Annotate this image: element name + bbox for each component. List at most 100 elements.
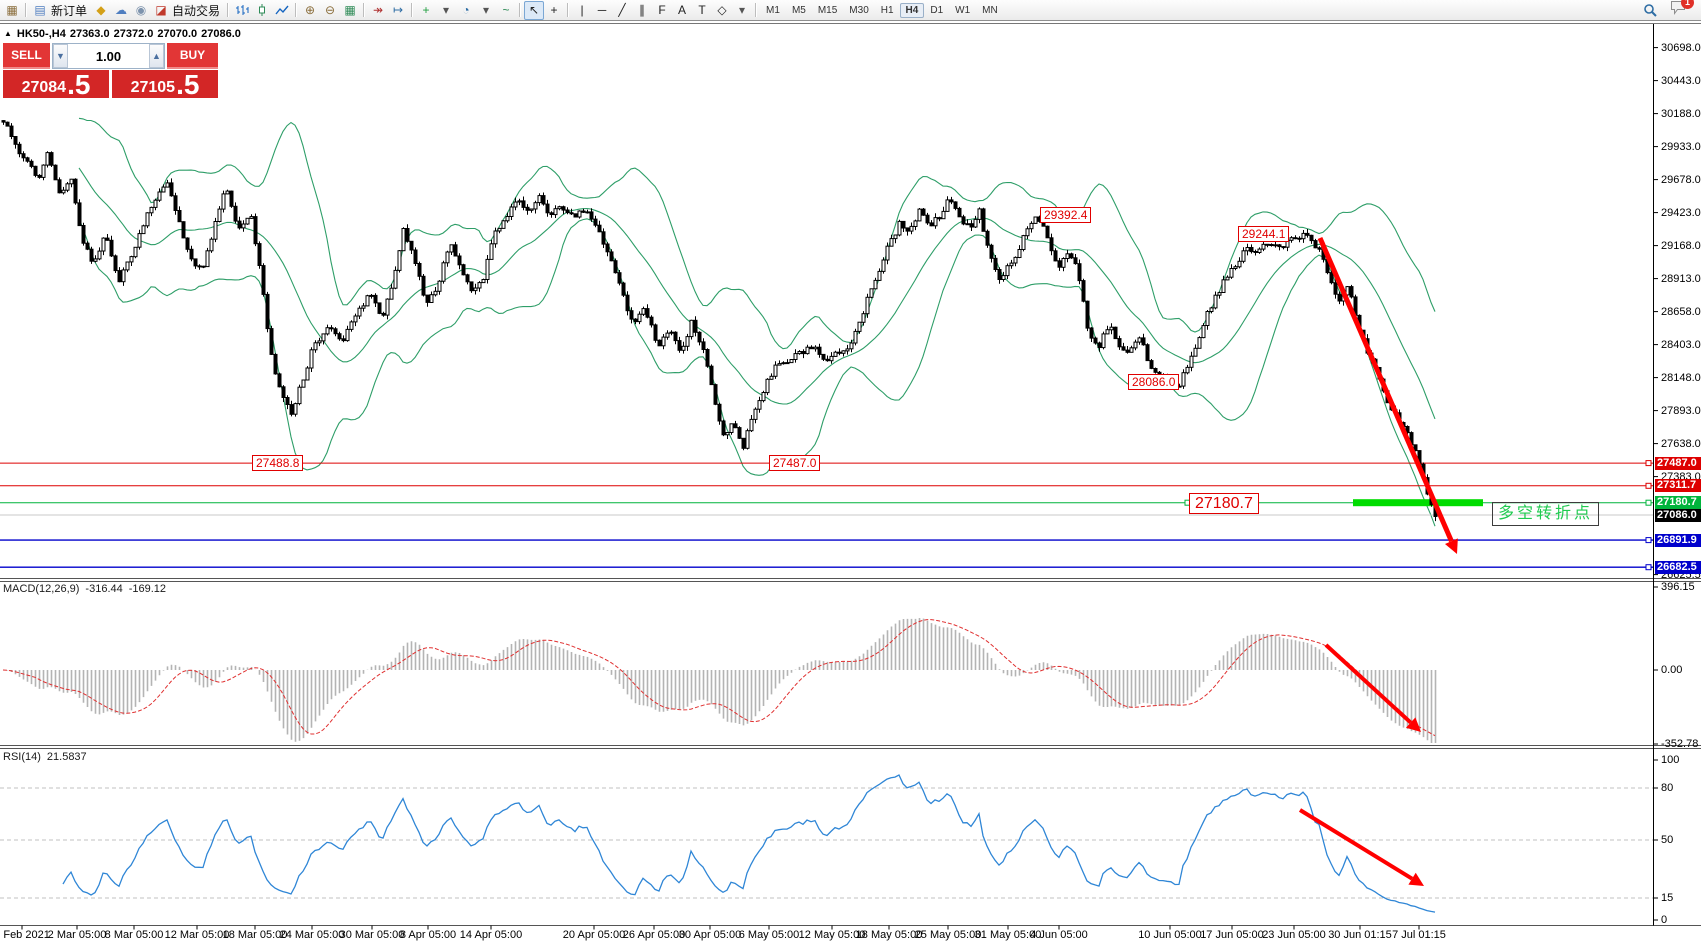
dropdown-arrow-icon[interactable]: ▾ bbox=[443, 2, 450, 17]
price-annotation[interactable]: 27180.7 bbox=[1189, 493, 1259, 514]
time-axis-label: 25 May 05:00 bbox=[914, 929, 982, 941]
timeframe-m15[interactable]: M15 bbox=[817, 4, 838, 16]
macd-label: MACD(12,26,9) -316.44 -169.12 bbox=[3, 583, 172, 595]
price-axis-tick: 29933.0 bbox=[1661, 141, 1701, 153]
price-axis-tag: 27180.7 bbox=[1655, 496, 1701, 509]
timeframe-m30[interactable]: M30 bbox=[849, 4, 869, 16]
time-axis-label: 30 Jun 01:15 bbox=[1328, 929, 1392, 941]
fibonacci-icon[interactable]: F bbox=[658, 2, 666, 17]
shapes-icon[interactable]: ◇ bbox=[717, 2, 727, 17]
timeframe-m5[interactable]: M5 bbox=[791, 4, 806, 16]
time-axis-label: 18 May 05:00 bbox=[855, 929, 923, 941]
price-annotation[interactable]: 27487.0 bbox=[769, 455, 821, 471]
timeframe-h1[interactable]: H1 bbox=[880, 4, 894, 16]
time-axis-label: 6 May 05:00 bbox=[738, 929, 800, 941]
volume-increase-button[interactable]: ▲ bbox=[149, 44, 164, 68]
trendline-icon[interactable]: ╱ bbox=[618, 2, 626, 17]
line-chart-icon[interactable] bbox=[272, 1, 292, 20]
ohlc-open: 27363.0 bbox=[69, 28, 110, 40]
price-annotation[interactable]: 28086.0 bbox=[1128, 374, 1180, 390]
channel-icon[interactable]: ∥ bbox=[639, 2, 646, 17]
chat-icon[interactable]: 1 bbox=[1670, 0, 1694, 20]
clock-icon[interactable]: ◔ bbox=[462, 2, 470, 17]
price-axis-tick: 29423.0 bbox=[1661, 207, 1701, 219]
toolbar-items: ▦ ▤ 新订单 ◆ ☁ ◉ ◪ 自动交易 ⊕ ⊖ ▦ ↠ ↦ + ▾ ◔ ▾ ~ ↖ + | ─ ╱ ∥ F A T ◇ ▾ M1 M5 M1… bbox=[2, 0, 1004, 20]
price-axis-tag: 27311.7 bbox=[1655, 479, 1701, 492]
time-axis-label: 20 Apr 05:00 bbox=[562, 929, 626, 941]
tile-windows-icon[interactable]: ▦ bbox=[344, 2, 356, 17]
price-axis-tick: 29678.0 bbox=[1661, 174, 1701, 186]
turning-point-label[interactable]: 多空转折点 bbox=[1492, 502, 1600, 526]
community-icon[interactable]: ☁ bbox=[115, 2, 128, 17]
auto-scroll-icon[interactable]: ↦ bbox=[393, 2, 404, 17]
volume-decrease-button[interactable]: ▼ bbox=[53, 44, 68, 68]
cursor-icon[interactable]: ↖ bbox=[524, 0, 545, 20]
collapse-panel-icon[interactable]: ▲ bbox=[4, 29, 12, 38]
price-axis-tag: 27487.0 bbox=[1655, 457, 1701, 470]
macd-signal-value: -169.12 bbox=[128, 583, 167, 595]
timeframe-d1[interactable]: D1 bbox=[930, 4, 944, 16]
add-object-icon[interactable]: + bbox=[422, 2, 430, 17]
autotrading-button[interactable]: 自动交易 bbox=[172, 3, 221, 18]
label-icon[interactable]: T bbox=[698, 2, 706, 17]
toolbar-separator bbox=[567, 3, 570, 17]
buy-price[interactable]: 27105 .5 bbox=[112, 69, 218, 100]
toolbar-separator bbox=[25, 3, 27, 17]
text-icon[interactable]: A bbox=[678, 2, 687, 17]
zoom-out-icon[interactable]: ⊖ bbox=[325, 2, 336, 17]
timeframe-h4[interactable]: H4 bbox=[899, 2, 925, 18]
time-axis-label: 12 May 05:00 bbox=[798, 929, 866, 941]
sell-price[interactable]: 27084 .5 bbox=[3, 69, 109, 100]
timeframe-w1[interactable]: W1 bbox=[955, 4, 971, 16]
price-axis-tick: 28658.0 bbox=[1661, 306, 1701, 318]
toolbar: ▦ ▤ 新订单 ◆ ☁ ◉ ◪ 自动交易 ⊕ ⊖ ▦ ↠ ↦ + ▾ ◔ ▾ ~ ↖ + | ─ ╱ ∥ F A T ◇ ▾ M1 M5 M1… bbox=[0, 0, 1701, 21]
price-annotation[interactable]: 27488.8 bbox=[252, 455, 304, 471]
buy-price-frac: .5 bbox=[176, 69, 200, 100]
chart-title: ▲ HK50-,H4 27363.0 27372.0 27070.0 27086.0 bbox=[4, 28, 245, 40]
search-icon[interactable] bbox=[1640, 1, 1660, 20]
new-order-icon[interactable]: ▤ bbox=[34, 2, 46, 17]
price-annotation[interactable]: 29392.4 bbox=[1040, 207, 1092, 223]
new-order-button[interactable]: 新订单 bbox=[51, 3, 88, 18]
crosshair-icon[interactable]: + bbox=[550, 2, 558, 17]
time-axis-label: 8 Apr 05:00 bbox=[399, 929, 457, 941]
vertical-line-icon[interactable]: | bbox=[580, 2, 584, 17]
dropdown-arrow-icon[interactable]: ▾ bbox=[483, 2, 490, 17]
time-axis-label: 4 Jun 05:00 bbox=[1030, 929, 1088, 941]
timeframe-m1[interactable]: M1 bbox=[766, 4, 780, 16]
time-axis-label: 8 Mar 05:00 bbox=[104, 929, 164, 941]
toolbar-separator bbox=[411, 3, 414, 17]
toolbar-separator bbox=[755, 3, 758, 17]
macd-value: -316.44 bbox=[85, 583, 123, 595]
buy-button[interactable]: BUY bbox=[167, 43, 218, 69]
price-axis-tick: 27638.0 bbox=[1661, 438, 1701, 450]
price-axis-tick: 30188.0 bbox=[1661, 108, 1701, 120]
toolbar-separator bbox=[295, 3, 298, 17]
indicators-icon[interactable]: ~ bbox=[502, 2, 510, 17]
volume-spinner: ▼ ▲ bbox=[52, 43, 165, 69]
scroll-to-end-icon[interactable]: ↠ bbox=[373, 2, 384, 17]
chart-window-icon[interactable]: ▦ bbox=[6, 2, 18, 17]
zoom-in-icon[interactable]: ⊕ bbox=[305, 2, 316, 17]
alerts-icon[interactable]: ◉ bbox=[135, 2, 147, 17]
candlestick-chart-icon[interactable] bbox=[252, 1, 272, 20]
profile-icon[interactable]: ◆ bbox=[96, 2, 106, 17]
timeframe-mn[interactable]: MN bbox=[982, 4, 998, 16]
sell-price-frac: .5 bbox=[67, 69, 91, 100]
sell-button[interactable]: SELL bbox=[3, 43, 50, 69]
notification-badge: 1 bbox=[1681, 0, 1694, 9]
volume-input[interactable] bbox=[68, 44, 149, 68]
rsi-axis-tick: 80 bbox=[1661, 782, 1674, 794]
dropdown-arrow-icon[interactable]: ▾ bbox=[739, 2, 746, 17]
autotrading-icon[interactable]: ◪ bbox=[155, 2, 167, 17]
time-axis-label: 18 Mar 05:00 bbox=[222, 929, 288, 941]
rsi-value: 21.5837 bbox=[46, 751, 87, 763]
time-axis-label: 30 Mar 05:00 bbox=[339, 929, 405, 941]
time-axis-label: 10 Jun 05:00 bbox=[1138, 929, 1202, 941]
symbol-timeframe: HK50-,H4 bbox=[16, 28, 66, 40]
price-annotation[interactable]: 29244.1 bbox=[1238, 226, 1290, 242]
bar-chart-icon[interactable] bbox=[232, 1, 252, 20]
horizontal-line-icon[interactable]: ─ bbox=[597, 2, 607, 17]
time-axis-label: 2 Mar 05:00 bbox=[47, 929, 107, 941]
